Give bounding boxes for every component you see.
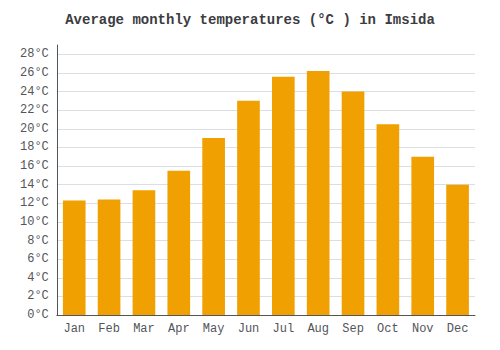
svg-text:Average monthly temperatures (: Average monthly temperatures (°C ) in Im… bbox=[65, 12, 435, 28]
svg-text:Jun: Jun bbox=[238, 322, 260, 336]
svg-text:Dec: Dec bbox=[447, 322, 469, 336]
svg-text:0°C: 0°C bbox=[27, 308, 49, 322]
svg-text:Apr: Apr bbox=[168, 322, 190, 336]
svg-text:Mar: Mar bbox=[133, 322, 155, 336]
svg-text:24°C: 24°C bbox=[20, 85, 49, 99]
svg-text:Jan: Jan bbox=[63, 322, 85, 336]
svg-text:4°C: 4°C bbox=[27, 271, 49, 285]
svg-text:12°C: 12°C bbox=[20, 196, 49, 210]
svg-text:Feb: Feb bbox=[98, 322, 120, 336]
svg-text:22°C: 22°C bbox=[20, 103, 49, 117]
svg-text:10°C: 10°C bbox=[20, 215, 49, 229]
svg-text:26°C: 26°C bbox=[20, 66, 49, 80]
svg-text:May: May bbox=[203, 322, 225, 336]
svg-text:16°C: 16°C bbox=[20, 159, 49, 173]
svg-text:8°C: 8°C bbox=[27, 234, 49, 248]
svg-text:28°C: 28°C bbox=[20, 47, 49, 61]
svg-text:Jul: Jul bbox=[273, 322, 295, 336]
svg-text:18°C: 18°C bbox=[20, 140, 49, 154]
svg-text:Nov: Nov bbox=[412, 322, 434, 336]
svg-text:20°C: 20°C bbox=[20, 122, 49, 136]
svg-text:2°C: 2°C bbox=[27, 289, 49, 303]
svg-text:14°C: 14°C bbox=[20, 178, 49, 192]
svg-text:6°C: 6°C bbox=[27, 252, 49, 266]
svg-text:Aug: Aug bbox=[307, 322, 329, 336]
svg-text:Sep: Sep bbox=[342, 322, 364, 336]
svg-text:Oct: Oct bbox=[377, 322, 399, 336]
